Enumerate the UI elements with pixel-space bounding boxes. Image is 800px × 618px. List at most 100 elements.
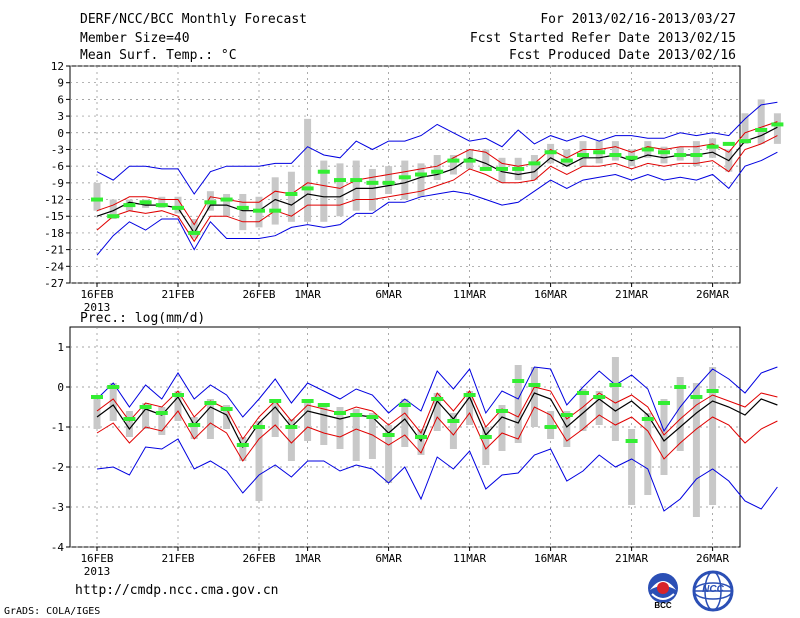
spread-box — [433, 155, 441, 181]
spread-box — [336, 407, 344, 449]
observation-marker — [382, 180, 395, 185]
observation-marker — [755, 127, 768, 132]
observation-marker — [658, 401, 670, 405]
observation-marker — [172, 205, 184, 210]
observation-marker — [690, 153, 703, 158]
spread-box — [206, 399, 214, 439]
spread-box — [174, 391, 182, 421]
observation-marker — [285, 191, 298, 196]
bcc-logo: BCC — [640, 568, 686, 614]
spread-box — [158, 196, 166, 208]
spread-box — [158, 407, 166, 435]
observation-marker — [722, 141, 735, 146]
spread-box — [174, 196, 182, 214]
y-tick-label: -9 — [51, 177, 64, 190]
y-tick-label: -21 — [44, 244, 64, 257]
observation-marker — [204, 401, 217, 405]
y-tick-label: -3 — [51, 143, 64, 156]
observation-marker — [512, 166, 525, 171]
observation-marker — [771, 122, 784, 127]
observation-marker — [496, 166, 508, 171]
observation-marker — [415, 435, 427, 439]
y-tick-label: -4 — [51, 541, 65, 554]
spread-box — [757, 99, 765, 144]
source-url[interactable]: http://cmdp.ncc.cma.gov.cn — [75, 583, 279, 598]
observation-marker — [544, 425, 557, 429]
observation-marker — [139, 405, 152, 409]
observation-marker — [625, 439, 638, 443]
x-tick-label: 26MAR — [696, 288, 729, 301]
spread-box — [109, 383, 117, 421]
spread-box — [271, 177, 279, 225]
observation-marker — [220, 197, 233, 202]
observation-marker — [479, 166, 492, 171]
x-tick-label: 16FEB — [80, 288, 113, 301]
spread-box — [628, 429, 636, 505]
observation-marker — [91, 197, 103, 202]
spread-box — [287, 419, 295, 461]
spread-box — [401, 160, 409, 200]
y-tick-label: -24 — [44, 260, 64, 273]
spread-box — [563, 411, 571, 447]
y-tick-label: 0 — [57, 381, 64, 394]
observation-marker — [285, 425, 298, 429]
x-tick-label: 26FEB — [242, 288, 275, 301]
forecast-period-label: For 2013/02/16-2013/03/27 — [540, 12, 736, 27]
plot-frame — [69, 65, 741, 284]
y-tick-label: 0 — [57, 127, 64, 140]
spread-box — [692, 383, 700, 517]
spread-box — [368, 413, 376, 459]
observation-marker — [447, 419, 460, 423]
y-tick-label: -3 — [51, 501, 64, 514]
spread-box — [93, 182, 101, 211]
lower-spread-line — [96, 406, 778, 462]
lower-spread-line — [96, 135, 778, 243]
observation-marker — [415, 172, 427, 177]
spread-box — [611, 357, 619, 441]
spread-box — [644, 413, 652, 495]
year-label: 2013 — [84, 565, 111, 578]
spread-box — [255, 421, 263, 501]
spread-box — [271, 399, 279, 437]
spread-box — [433, 393, 441, 431]
x-tick-label: 21MAR — [615, 552, 648, 565]
observation-marker — [593, 150, 606, 155]
observation-marker — [609, 153, 622, 158]
observation-marker — [188, 423, 201, 427]
x-tick-label: 26FEB — [242, 552, 275, 565]
x-tick-label: 21FEB — [161, 552, 194, 565]
spread-box — [466, 391, 474, 425]
observation-marker — [690, 395, 703, 399]
spread-box — [482, 149, 490, 169]
x-tick-label: 16MAR — [534, 552, 567, 565]
observation-marker — [463, 393, 476, 397]
spread-box — [579, 389, 587, 431]
year-label: 2013 — [84, 301, 111, 314]
observation-marker — [334, 411, 346, 415]
spread-box — [368, 168, 376, 211]
y-tick-label: -27 — [44, 277, 64, 290]
observation-marker — [674, 385, 687, 389]
spread-box — [660, 399, 668, 475]
observation-marker — [301, 399, 314, 403]
x-tick-label: 1MAR — [294, 552, 321, 565]
observation-marker — [463, 158, 476, 163]
observation-marker — [301, 186, 314, 191]
grads-credit: GrADS: COLA/IGES — [4, 606, 101, 617]
bcc-logo-label: BCC — [654, 601, 672, 610]
spread-box — [611, 141, 619, 161]
observation-marker — [91, 395, 103, 399]
spread-box — [530, 367, 538, 427]
forecast-started-label: Fcst Started Refer Date 2013/02/15 — [469, 31, 736, 46]
upper-spread-line — [96, 121, 778, 226]
max-line — [96, 101, 778, 195]
spread-box — [385, 425, 393, 483]
observation-marker — [366, 415, 379, 419]
chart-title: DERF/NCC/BCC Monthly Forecast — [80, 12, 307, 27]
spread-box — [514, 365, 522, 443]
observation-marker — [641, 417, 654, 421]
spread-box — [239, 437, 247, 461]
spread-box — [482, 427, 490, 465]
observation-marker — [431, 169, 444, 174]
spread-box — [320, 403, 328, 445]
